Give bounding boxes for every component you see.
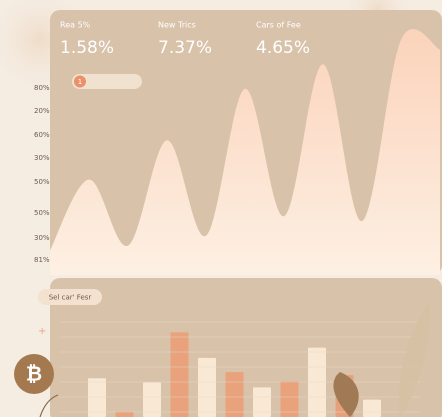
- bar: [253, 387, 271, 417]
- bar: [225, 372, 244, 417]
- legend-badge: [74, 75, 86, 88]
- legend-pill: [72, 74, 142, 89]
- y-axis-label: 30%: [34, 154, 50, 162]
- y-axis-label: 50%: [34, 209, 50, 217]
- bar: [280, 381, 299, 417]
- badge-text: 1: [78, 78, 82, 86]
- coin-symbol: ₿: [26, 362, 42, 386]
- y-axis-label: 81%: [34, 256, 50, 264]
- stat-value: 7.37%: [158, 38, 212, 58]
- coin-icon: [14, 354, 54, 394]
- bar: [308, 347, 326, 417]
- bar-title: Sel car' Fesr: [49, 294, 92, 302]
- stat-value: 1.58%: [60, 38, 114, 58]
- stat-label: Cars of Fee: [256, 21, 301, 30]
- bar: [198, 357, 216, 417]
- leaf: [399, 300, 431, 417]
- y-axis-label: 60%: [34, 131, 50, 139]
- area: [50, 28, 440, 276]
- y-axis-label: 30%: [34, 234, 50, 242]
- stat-value: 4.65%: [256, 38, 310, 58]
- stem: [39, 394, 59, 417]
- bar: [88, 378, 106, 417]
- bar: [363, 399, 381, 417]
- y-axis-label: 80%: [34, 84, 50, 92]
- leaf: [333, 372, 359, 417]
- y-axis-label: 20%: [34, 107, 50, 115]
- y-axis-label: 50%: [34, 178, 50, 186]
- bottom-panel: [50, 278, 442, 417]
- bar: [143, 382, 161, 417]
- bar: [115, 411, 134, 417]
- bar: [170, 332, 189, 417]
- stat-label: New Trics: [158, 21, 196, 30]
- sparkle: +: [38, 326, 46, 337]
- bar-title-pill: [38, 289, 102, 305]
- stat-label: Rea 5%: [60, 21, 91, 30]
